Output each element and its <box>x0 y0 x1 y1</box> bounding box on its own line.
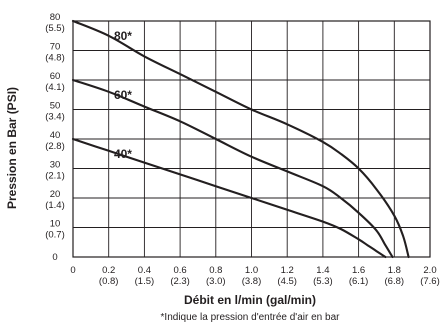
x-tick-sublabel: (5.3) <box>313 276 333 287</box>
y-tick-sublabel: (4.1) <box>45 82 65 93</box>
y-tick-sublabel: (5.5) <box>45 23 65 34</box>
x-tick-label: 0.2 <box>102 265 115 276</box>
x-tick-sublabel: (2.3) <box>170 276 190 287</box>
x-tick-label: 0.8 <box>209 265 222 276</box>
y-tick-label: 30 <box>50 160 61 171</box>
x-tick-sublabel: (3.0) <box>206 276 226 287</box>
y-tick-sublabel: (3.4) <box>45 112 65 123</box>
x-tick-sublabel: (6.8) <box>385 276 405 287</box>
series-labels: 80* 60* 40* <box>114 29 132 161</box>
x-tick-sublabel: (0.8) <box>99 276 119 287</box>
y-axis-ticks: 010(0.7)20(1.4)30(2.1)40(2.8)50(3.4)60(4… <box>45 12 65 263</box>
x-axis-title: Débit en l/min (gal/min) <box>184 293 316 307</box>
y-tick-label: 0 <box>52 252 57 263</box>
x-tick-label: 1.8 <box>388 265 401 276</box>
x-tick-sublabel: (3.8) <box>242 276 262 287</box>
grid <box>72 20 431 258</box>
x-axis-ticks: 0 0.2(0.8) 0.4(1.5) 0.6(2.3) 0.8(3.0) 1.0(3.8… <box>70 265 439 287</box>
series-line <box>71 19 410 259</box>
y-tick-sublabel: (4.8) <box>45 53 65 64</box>
plot-frame <box>72 20 431 258</box>
footnote: *Indique la pression d'entrée d'air en b… <box>161 312 341 323</box>
x-tick-label: 2.0 <box>423 265 436 276</box>
series-label: 60* <box>114 88 132 102</box>
y-tick-label: 60 <box>50 71 61 82</box>
x-tick-sublabel: (1.5) <box>135 276 155 287</box>
y-tick-sublabel: (2.1) <box>45 171 65 182</box>
y-tick-label: 40 <box>50 130 61 141</box>
x-tick-sublabel: (6.1) <box>349 276 369 287</box>
y-tick-label: 20 <box>50 189 61 200</box>
x-tick-label: 1.2 <box>281 265 294 276</box>
series-line <box>71 137 387 259</box>
x-tick-label: 1.4 <box>316 265 329 276</box>
y-tick-label: 10 <box>50 219 61 230</box>
y-axis-title: Pression en Bar (PSI) <box>5 87 19 209</box>
y-tick-label: 50 <box>50 101 61 112</box>
y-tick-sublabel: (1.4) <box>45 200 65 211</box>
curves <box>71 19 410 259</box>
y-tick-sublabel: (0.7) <box>45 230 65 241</box>
x-tick-label: 1.6 <box>352 265 365 276</box>
y-tick-label: 80 <box>50 12 61 23</box>
x-tick-label: 0.6 <box>173 265 186 276</box>
y-tick-label: 70 <box>50 42 61 53</box>
x-tick-label: 1.0 <box>245 265 258 276</box>
series-line <box>71 78 394 259</box>
series-label: 80* <box>114 29 132 43</box>
y-tick-sublabel: (2.8) <box>45 141 65 152</box>
x-tick-sublabel: (7.6) <box>420 276 440 287</box>
x-tick-sublabel: (4.5) <box>277 276 297 287</box>
x-tick-label: 0.4 <box>138 265 151 276</box>
series-label: 40* <box>114 147 132 161</box>
x-tick-label: 0 <box>70 265 75 276</box>
